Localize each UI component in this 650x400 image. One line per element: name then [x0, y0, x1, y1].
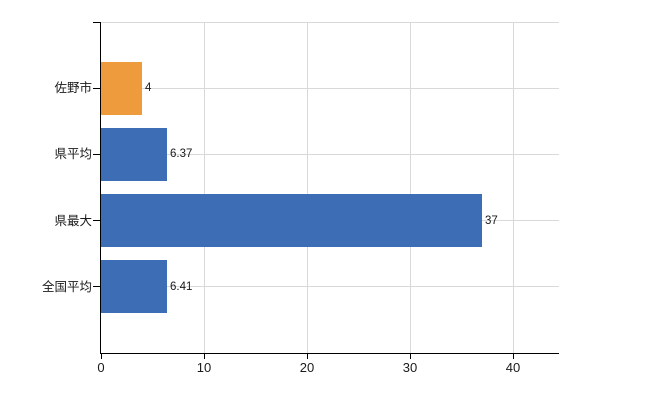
x-axis-tick — [307, 353, 308, 359]
bar-県平均 — [101, 127, 167, 181]
y-axis-tick — [93, 87, 100, 89]
y-axis-tick — [93, 153, 100, 155]
y-axis-line — [100, 22, 101, 354]
bar-全国平均 — [101, 260, 167, 314]
x-axis-tick — [410, 353, 411, 359]
y-axis-tick — [93, 21, 100, 23]
category-label: 佐野市 — [54, 81, 92, 96]
x-axis-line — [100, 353, 559, 354]
x-tick-label: 30 — [402, 360, 418, 375]
value-gridline — [410, 22, 411, 353]
bar-value-label: 6.37 — [170, 148, 193, 161]
y-axis-tick — [93, 286, 100, 288]
value-gridline — [307, 22, 308, 353]
bar-value-label: 4 — [145, 82, 152, 95]
category-label: 全国平均 — [41, 279, 92, 294]
category-gridline — [100, 153, 559, 155]
x-tick-label: 40 — [505, 360, 521, 375]
y-axis-tick — [93, 220, 100, 222]
plot-top-gridline — [100, 21, 559, 23]
x-tick-label: 10 — [196, 360, 212, 375]
value-gridline — [204, 22, 205, 353]
value-gridline — [513, 22, 514, 353]
category-gridline — [100, 286, 559, 288]
x-axis-tick — [513, 353, 514, 359]
bar-value-label: 37 — [485, 214, 498, 227]
x-axis-tick — [101, 353, 102, 359]
category-label: 県最大 — [54, 213, 92, 228]
x-axis-tick — [204, 353, 205, 359]
x-tick-label: 0 — [97, 360, 105, 375]
bar-県最大 — [101, 194, 482, 248]
category-gridline — [100, 87, 559, 89]
category-label: 県平均 — [54, 147, 92, 162]
bar-value-label: 6.41 — [170, 280, 193, 293]
x-tick-label: 20 — [299, 360, 315, 375]
bar-佐野市 — [101, 61, 142, 115]
